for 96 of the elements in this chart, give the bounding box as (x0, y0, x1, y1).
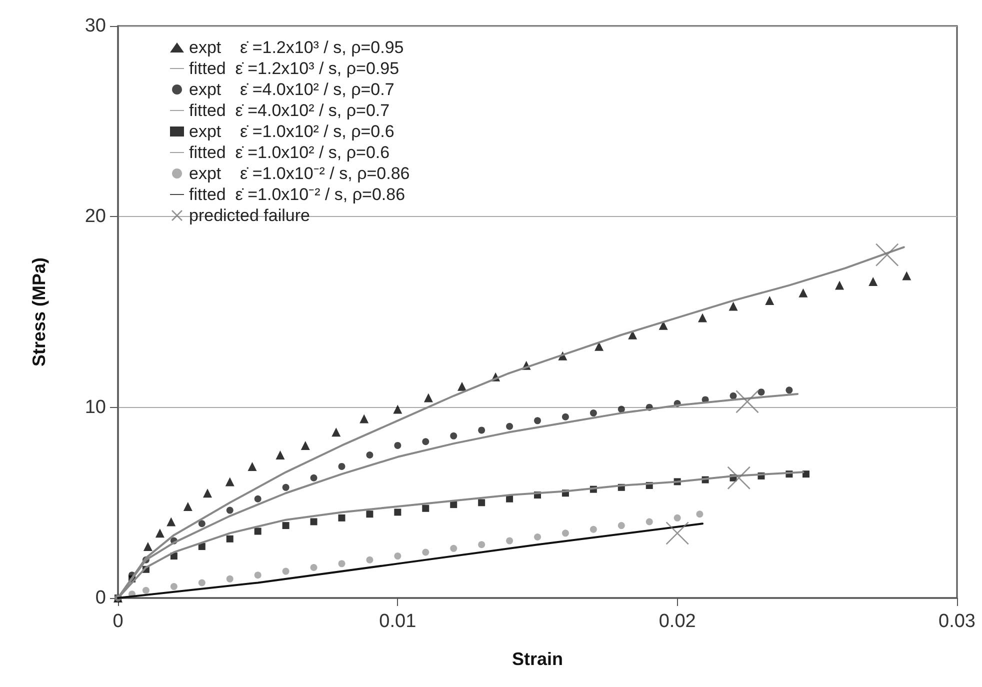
point (282, 568, 290, 575)
point (450, 432, 458, 440)
point (736, 390, 759, 414)
point (758, 388, 765, 396)
point (590, 526, 597, 533)
point (310, 474, 318, 482)
point (226, 506, 234, 514)
point (300, 440, 310, 450)
point (562, 530, 569, 537)
point (142, 586, 150, 594)
point (730, 392, 737, 400)
x-tick-label: 0.03 (938, 611, 976, 632)
point (674, 514, 681, 522)
point (183, 502, 192, 511)
point (198, 579, 206, 586)
point (254, 495, 262, 502)
point (478, 541, 486, 548)
point (868, 276, 878, 286)
point (360, 414, 369, 424)
point (424, 393, 433, 402)
point (310, 564, 318, 571)
point (534, 417, 541, 424)
point (393, 404, 402, 414)
point (282, 522, 290, 530)
legend-label: expt ε̇ =1.0x10⁻² / s, ρ=0.86 (189, 164, 410, 183)
point (254, 528, 262, 535)
legend-label: expt ε̇ =1.0x10² / s, ρ=0.6 (189, 122, 394, 141)
point (478, 499, 486, 506)
point (422, 548, 430, 556)
point (422, 438, 430, 446)
point (282, 484, 290, 491)
point (226, 535, 234, 542)
point (728, 302, 738, 311)
point (170, 583, 178, 590)
x-axis-title: Strain (512, 649, 564, 669)
point (166, 517, 176, 526)
y-tick-label: 0 (95, 588, 106, 608)
point (658, 320, 668, 330)
point (590, 410, 597, 417)
point (143, 542, 152, 552)
point (457, 382, 466, 391)
x-tick-label: 0 (112, 611, 124, 632)
point (276, 450, 285, 460)
point (618, 522, 625, 530)
point (394, 508, 402, 516)
legend-label: fitted ε̇ =1.0x10² / s, ρ=0.6 (189, 143, 390, 162)
point (835, 280, 844, 290)
point (534, 533, 541, 540)
point (338, 462, 346, 470)
point (366, 510, 374, 518)
point (562, 413, 569, 420)
point (338, 560, 346, 568)
point (394, 442, 402, 449)
point (802, 470, 810, 478)
point (332, 428, 341, 437)
point (155, 528, 164, 538)
point (765, 296, 774, 306)
point (366, 452, 374, 458)
x-tick-label: 0.01 (379, 611, 416, 632)
point (696, 510, 704, 518)
point (618, 406, 625, 413)
point (506, 537, 514, 544)
point (254, 572, 262, 579)
point (727, 466, 751, 490)
x-tick-label: 0.02 (658, 611, 696, 632)
legend-label: fitted ε̇ =1.2x10³ / s, ρ=0.95 (189, 59, 400, 78)
legend-label: expt ε̇ =1.2x10³ / s, ρ=0.95 (189, 38, 404, 57)
point (422, 504, 430, 512)
point (798, 288, 808, 298)
point (248, 462, 257, 471)
point (198, 520, 206, 528)
point (225, 477, 234, 486)
y-tick-label: 10 (84, 396, 106, 418)
point (338, 514, 346, 522)
legend-label: expt ε̇ =4.0x10² / s, ρ=0.7 (189, 80, 394, 99)
point (506, 422, 514, 430)
point (875, 243, 899, 266)
y-tick-label: 20 (84, 206, 106, 228)
point (666, 522, 689, 545)
point (394, 552, 402, 560)
point (646, 518, 653, 526)
point (902, 271, 912, 280)
point (202, 488, 212, 498)
y-axis-title: Stress (MPa) (29, 257, 49, 367)
legend-label: fitted ε̇ =4.0x10² / s, ρ=0.7 (189, 101, 390, 120)
point (506, 495, 514, 502)
y-tick-label: 30 (84, 16, 106, 36)
point (698, 313, 708, 322)
point (450, 544, 458, 552)
point (366, 556, 374, 564)
point (310, 518, 318, 526)
legend-label: fitted ε̇ =1.0x10⁻² / s, ρ=0.86 (189, 185, 406, 204)
point (226, 575, 234, 582)
legend-label: predicted failure (189, 206, 310, 225)
point (786, 386, 793, 394)
point (478, 426, 486, 434)
